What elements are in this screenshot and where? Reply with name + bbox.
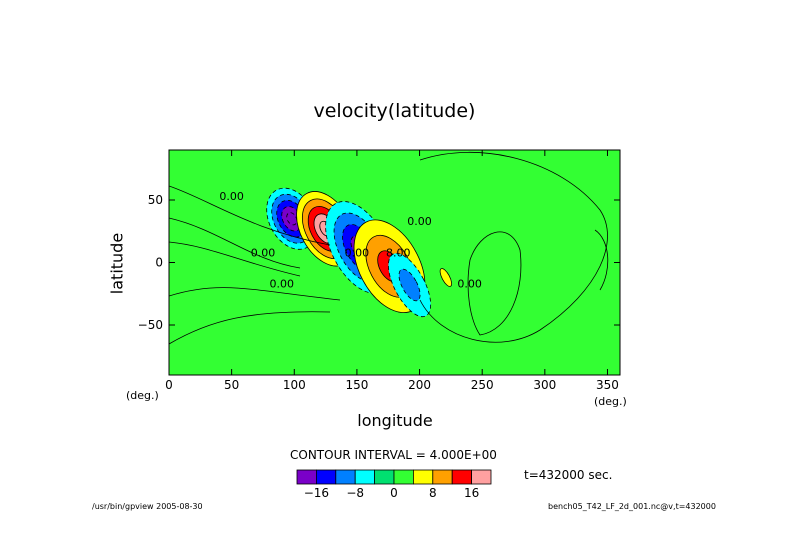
axes: 0 50 100 150 200 250 300 350 −50 0 50 (138, 150, 620, 392)
colorbar-swatch (315, 469, 337, 485)
x-axis-unit: (deg.) (594, 395, 627, 408)
chart-title: velocity(latitude) (313, 100, 476, 122)
y-axis-unit: (deg.) (126, 389, 159, 402)
x-tick-label: 150 (345, 378, 368, 392)
x-tick-label: 0 (165, 378, 173, 392)
y-axis-label: latitude (107, 232, 127, 295)
contour-line (419, 151, 608, 343)
colorbar-swatch (374, 469, 395, 485)
contour-line (169, 311, 331, 345)
contour-label: 0.00 (270, 278, 295, 291)
contour-line (169, 217, 301, 269)
contour-interval: CONTOUR INTERVAL = 4.000E+00 (290, 448, 497, 462)
y-tick-label: −50 (138, 318, 163, 332)
x-tick-label: 200 (408, 378, 431, 392)
x-tick-label: 300 (533, 378, 556, 392)
contour-label: 8.00 (386, 246, 411, 259)
contour-label: 0.00 (407, 215, 432, 228)
colorbar-tick-label: 8 (429, 486, 437, 500)
contour-band (286, 212, 298, 226)
contour-line (169, 241, 301, 277)
contour-label: 0.00 (345, 246, 370, 259)
colorbar-swatch (471, 469, 492, 485)
contour-line (594, 229, 609, 291)
contour-label: 0.00 (457, 278, 482, 291)
x-tick-label: 100 (283, 378, 306, 392)
contour-label: 0.00 (219, 190, 244, 203)
colorbar-tick-label: 16 (464, 486, 479, 500)
y-tick-label: 50 (148, 193, 163, 207)
colorbar-tick-label: 0 (390, 486, 398, 500)
contour-feature (439, 268, 453, 287)
plot-area: 0.00 0.00 0.00 8.00 0.00 0.00 0.00 (169, 150, 620, 375)
footer-right: bench05_T42_LF_2d_001.nc@v,t=432000 (548, 502, 716, 511)
colorbar-swatch (412, 469, 434, 485)
contour-label: 0.00 (251, 246, 276, 259)
x-tick-label: 250 (471, 378, 494, 392)
y-tick-label: 0 (155, 256, 163, 270)
contour-line (169, 185, 331, 246)
colorbar-swatch (432, 469, 453, 485)
colorbar-swatch (451, 469, 473, 485)
contour-line (169, 287, 341, 301)
x-tick-label: 50 (224, 378, 239, 392)
colorbar: −16 −8 0 8 16 (296, 469, 492, 500)
colorbar-swatch (354, 469, 376, 485)
contour-band (439, 268, 453, 287)
footer-left: /usr/bin/gpview 2005-08-30 (92, 502, 203, 511)
x-tick-label: 350 (596, 378, 619, 392)
colorbar-swatch (393, 469, 414, 485)
colorbar-tick-label: −16 (304, 486, 329, 500)
time-label: t=432000 sec. (524, 468, 613, 482)
x-axis-label: longitude (357, 411, 433, 430)
colorbar-swatch (296, 469, 317, 485)
colorbar-swatch (335, 469, 356, 485)
colorbar-tick-label: −8 (346, 486, 364, 500)
contour-band (398, 268, 421, 302)
contour-line (467, 231, 522, 336)
